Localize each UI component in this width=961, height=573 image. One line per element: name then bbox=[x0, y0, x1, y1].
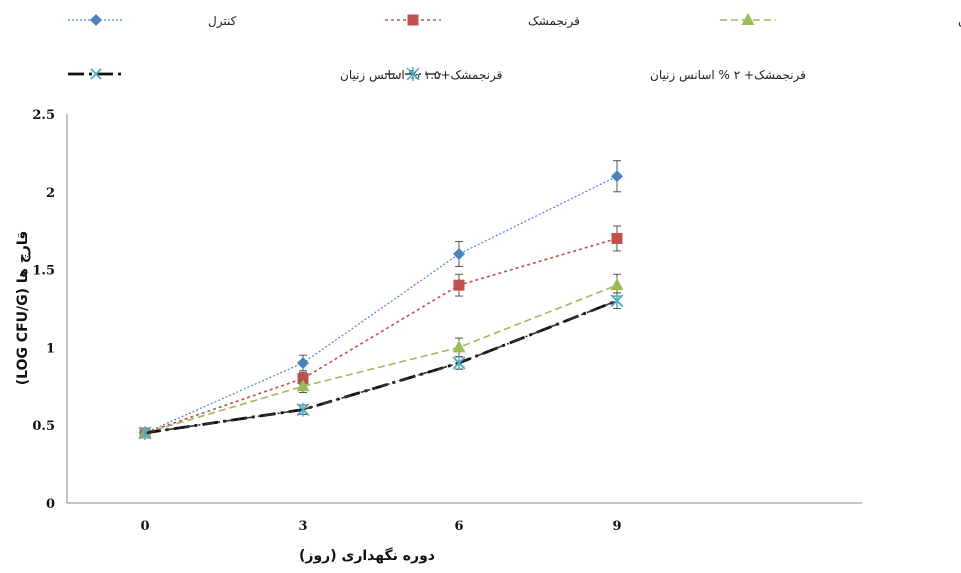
data-point bbox=[611, 170, 623, 183]
x-tick-label: 0 bbox=[140, 519, 149, 534]
y-tick-label: 1.5 bbox=[32, 264, 55, 279]
data-point bbox=[296, 402, 310, 417]
x-tick-label: 6 bbox=[454, 519, 463, 534]
legend-label: قرنجمشک+۱.۵ % اسانس زنیان bbox=[340, 68, 502, 83]
y-tick-label: 0.5 bbox=[32, 419, 55, 434]
data-point bbox=[296, 379, 310, 392]
legend-marker bbox=[741, 13, 755, 25]
data-point bbox=[452, 340, 466, 353]
x-axis-title: دوره نگهداری (روز) bbox=[299, 547, 435, 564]
series-3 bbox=[138, 273, 624, 438]
data-point bbox=[611, 232, 623, 244]
legend-marker bbox=[406, 67, 420, 81]
x-tick-label: 9 bbox=[612, 519, 621, 534]
series-layer bbox=[138, 160, 624, 440]
data-point bbox=[610, 293, 624, 308]
legend-label: قرنجمشک+ ۲ % اسانس زنیان bbox=[650, 68, 806, 83]
series-1 bbox=[139, 160, 623, 439]
series-line bbox=[144, 284, 618, 434]
legend-item: قرنجمشک+ ۲ % اسانس زنیان bbox=[385, 67, 806, 83]
series-4 bbox=[139, 292, 623, 439]
y-tick-labels: 0 0.5 1 1.5 2 2.5 bbox=[32, 108, 55, 512]
legend-marker bbox=[90, 68, 102, 80]
y-tick-label: 1 bbox=[46, 341, 55, 356]
y-tick-label: 2.5 bbox=[32, 108, 55, 123]
legend-label: قرنجمشک+۱ % اسانس زنیان bbox=[958, 14, 961, 29]
y-axis-title: (LOG CFU/G) قارچ ها bbox=[15, 231, 31, 386]
legend-marker bbox=[90, 14, 102, 26]
series-5 bbox=[138, 292, 624, 440]
legend-item: قرنجمشک+۱.۵ % اسانس زنیان bbox=[68, 68, 502, 83]
legend-item: قرنجمشک+۱ % اسانس زنیان bbox=[720, 13, 961, 29]
series-2 bbox=[139, 225, 623, 439]
legend-item: قرنجمشک bbox=[385, 14, 580, 29]
legend-item: کنترل bbox=[68, 14, 237, 29]
x-tick-label: 3 bbox=[298, 519, 307, 534]
data-point bbox=[452, 355, 466, 370]
plot-area: 0 0.5 1 1.5 2 2.5 0 3 6 9 bbox=[32, 108, 862, 534]
legend-marker bbox=[407, 14, 419, 26]
data-point bbox=[138, 425, 152, 440]
data-point bbox=[297, 356, 309, 369]
data-point bbox=[453, 279, 465, 291]
legend-label: کنترل bbox=[208, 14, 237, 29]
series-line bbox=[144, 175, 618, 434]
y-tick-label: 2 bbox=[46, 186, 55, 201]
series-line bbox=[144, 299, 618, 434]
series-line bbox=[144, 237, 618, 434]
data-point bbox=[453, 248, 465, 261]
legend-label: قرنجمشک bbox=[528, 14, 580, 29]
y-tick-label: 0 bbox=[46, 497, 55, 512]
legend: کنترل قرنجمشک قرنجمشک+۱ % اسانس زنیان قرنجم… bbox=[68, 13, 961, 83]
data-point bbox=[297, 373, 309, 385]
x-tick-labels: 0 3 6 9 bbox=[140, 519, 621, 534]
data-point bbox=[610, 278, 624, 291]
